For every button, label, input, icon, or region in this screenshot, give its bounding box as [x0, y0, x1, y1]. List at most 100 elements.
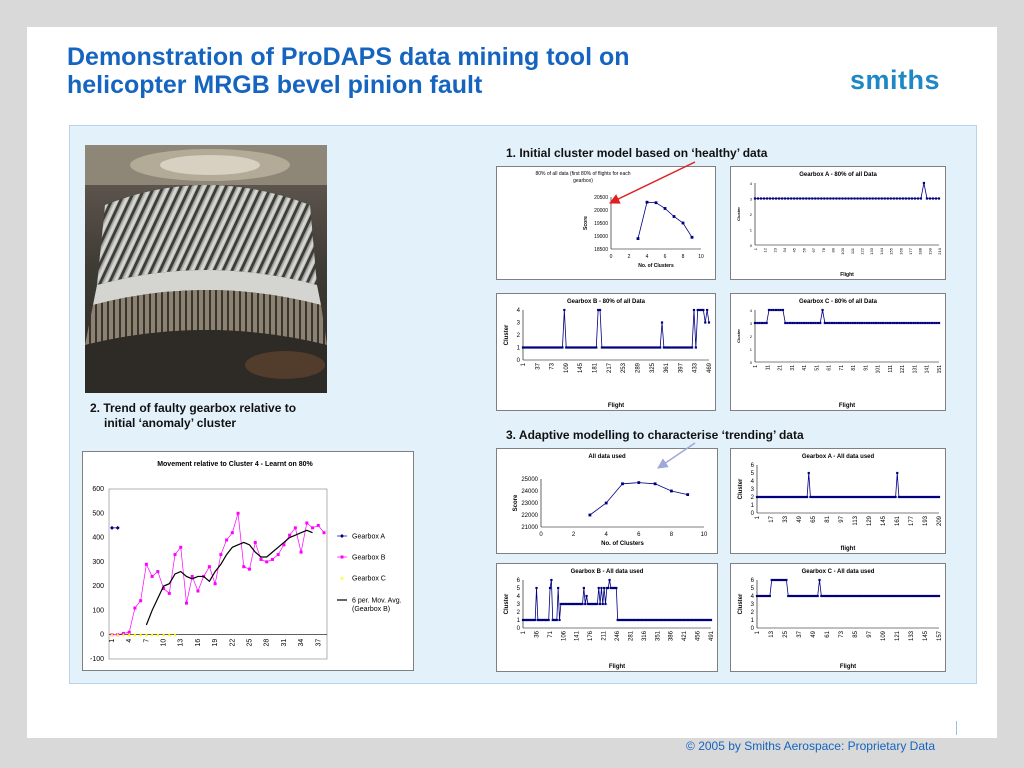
y-tick-label: 3	[750, 321, 753, 326]
data-point	[765, 594, 768, 598]
data-point	[682, 618, 686, 622]
data-point	[631, 618, 634, 622]
data-point	[811, 594, 814, 598]
x-tick-label: 61	[825, 630, 831, 637]
y-tick-label: 0	[750, 243, 753, 248]
data-point	[565, 346, 568, 349]
chart-svg: Gearbox B - All data used0123456Cluster1…	[504, 569, 715, 670]
data-point	[877, 594, 880, 598]
x-tick-label: 177	[908, 247, 913, 254]
data-point	[912, 495, 916, 499]
y-tick-label: 100	[92, 607, 104, 614]
data-point	[840, 594, 843, 598]
data-point	[862, 197, 865, 200]
data-point	[895, 321, 899, 325]
data-point	[640, 346, 643, 349]
data-point	[926, 594, 930, 598]
x-tick-label: 10	[698, 254, 704, 260]
data-point	[563, 308, 566, 312]
x-tick-label: 316	[642, 630, 648, 641]
data-point	[829, 197, 832, 200]
data-point	[836, 594, 839, 598]
x-tick-label: 151	[937, 365, 943, 374]
x-axis-label: Flight	[840, 664, 856, 670]
data-point	[653, 618, 656, 622]
data-point	[890, 594, 893, 598]
data-point	[868, 197, 871, 200]
y-tick-label: 1	[751, 503, 755, 509]
data-point	[553, 618, 556, 622]
data-point	[690, 235, 694, 239]
data-point	[645, 346, 649, 349]
data-point	[672, 346, 675, 349]
data-point	[689, 346, 692, 349]
data-point	[684, 618, 687, 622]
chart-gearbox-a-all-data: Gearbox A - All data used 0 1 2 3 4 5 6 Cluster 1…	[730, 448, 946, 554]
data-point	[864, 594, 867, 598]
y-axis-label: Score	[513, 494, 519, 511]
data-point	[865, 321, 868, 325]
data-point	[607, 586, 610, 590]
data-point	[849, 594, 852, 598]
data-point	[844, 594, 847, 598]
data-point	[900, 321, 903, 325]
x-tick-label: 10	[161, 639, 168, 647]
data-point	[644, 618, 648, 622]
data-point	[914, 594, 917, 598]
data-point	[546, 618, 549, 622]
chart-title: Gearbox C - All data used	[802, 569, 875, 575]
data-point	[876, 495, 879, 499]
x-tick-label: 109	[564, 362, 570, 373]
data-point	[851, 321, 854, 325]
data-point	[910, 197, 913, 200]
y-tick-label: 3	[751, 487, 755, 493]
data-point	[919, 594, 922, 598]
data-point	[598, 308, 602, 312]
x-tick-label: 145	[578, 362, 584, 373]
data-point	[548, 586, 552, 590]
data-point	[666, 346, 669, 349]
data-point	[858, 594, 862, 598]
x-tick-label: 28	[264, 639, 271, 647]
x-tick-label: 37	[797, 630, 803, 637]
data-point	[829, 594, 832, 598]
data-point	[681, 221, 685, 225]
x-tick-label: 7	[143, 639, 150, 643]
data-point	[527, 346, 530, 349]
x-tick-label: 111	[850, 247, 855, 254]
x-tick-label: 25	[783, 630, 789, 637]
data-point	[819, 495, 822, 499]
data-point	[679, 346, 682, 349]
data-point	[762, 197, 766, 200]
data-point	[659, 618, 663, 622]
x-tick-label: 121	[895, 630, 901, 641]
gearbox-b-point	[139, 599, 143, 603]
data-point	[817, 495, 820, 499]
x-tick-label: 12	[763, 247, 768, 252]
data-point	[779, 308, 782, 312]
data-point	[550, 346, 553, 349]
data-point	[533, 346, 536, 349]
x-tick-label: 106	[561, 630, 567, 641]
data-point	[860, 594, 863, 598]
data-point	[912, 594, 915, 598]
data-point	[696, 308, 699, 312]
legend-label-gearbox-a: Gearbox A	[352, 534, 385, 541]
data-point	[677, 346, 681, 349]
x-tick-label: 177	[909, 515, 915, 526]
data-point	[664, 346, 667, 349]
data-point	[906, 594, 909, 598]
data-point	[919, 495, 922, 499]
data-point	[794, 594, 797, 598]
data-point	[570, 346, 573, 349]
y-tick-label: 4	[517, 594, 521, 600]
data-point	[886, 321, 889, 325]
data-point	[916, 495, 919, 499]
data-point	[786, 321, 789, 325]
data-point	[875, 594, 878, 598]
data-point	[898, 197, 901, 200]
data-point	[670, 618, 673, 622]
x-tick-label: 81	[851, 365, 857, 371]
data-point	[830, 321, 833, 325]
data-point	[692, 308, 696, 312]
